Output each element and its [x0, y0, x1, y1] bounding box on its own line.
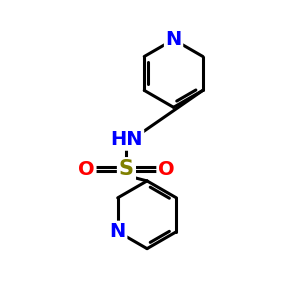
Text: O: O [158, 160, 175, 178]
Text: HN: HN [110, 130, 143, 149]
Text: N: N [110, 222, 126, 241]
Text: N: N [165, 30, 182, 49]
Text: S: S [119, 159, 134, 179]
Text: O: O [78, 160, 95, 178]
